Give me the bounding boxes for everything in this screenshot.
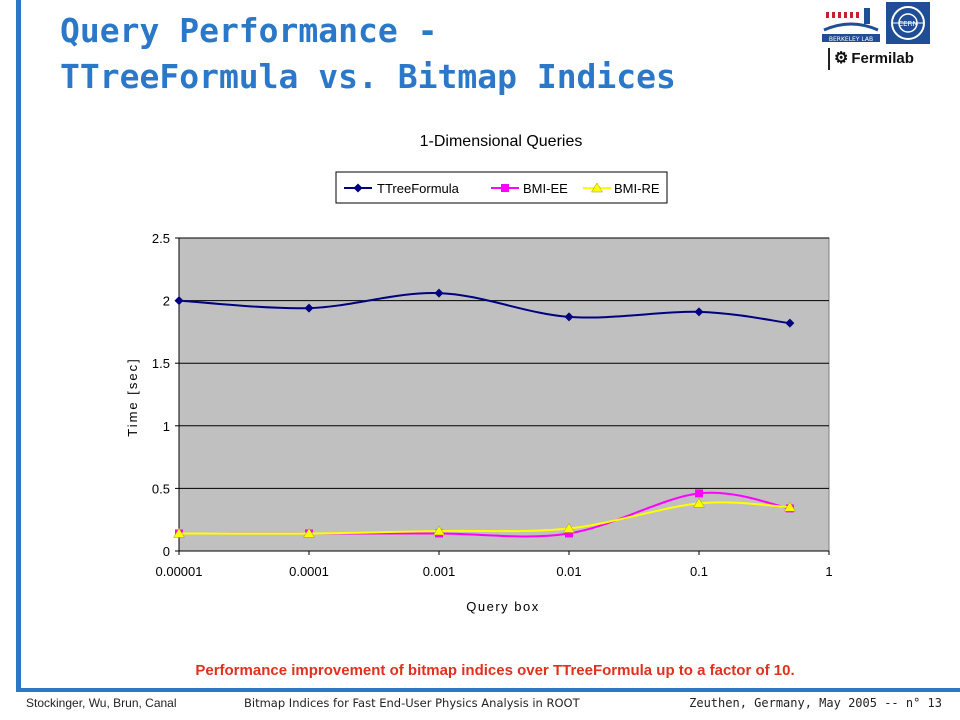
legend-marker-ttreeformula <box>353 183 363 193</box>
axes <box>175 237 830 555</box>
data-point-ttreeformula <box>434 288 444 298</box>
gridlines <box>179 237 829 489</box>
x-tick-label: 0.0001 <box>289 564 329 579</box>
tick-labels: 0 0.5 1 1.5 2 2.5 0.00001 0.0001 0.001 0.01 0.1 1 <box>152 231 833 579</box>
chart-title: 1-Dimensional Queries <box>420 133 583 150</box>
legend-marker-bmi-ee <box>501 184 509 192</box>
x-tick-label: 0.1 <box>690 564 708 579</box>
data-point-bmi-ee <box>695 489 703 498</box>
logo-group: BERKELEY LAB CERN ⚙ Fermilab <box>820 2 938 70</box>
data-point-bmi-re <box>173 527 185 538</box>
chart-legend: TTreeFormula BMI-EE BMI-RE <box>335 171 668 204</box>
data-point-bmi-re <box>563 522 575 533</box>
data-point-ttreeformula <box>174 296 184 306</box>
cern-logo: CERN <box>886 2 930 44</box>
cern-logo-text: CERN <box>898 20 917 28</box>
data-point-ttreeformula <box>304 303 314 313</box>
berkeley-lab-logo-text: BERKELEY LAB <box>829 36 873 43</box>
legend-label-bmi-ee: BMI-EE <box>523 181 568 196</box>
left-accent-bar <box>16 0 21 690</box>
data-point-bmi-re <box>433 525 445 536</box>
legend-label-ttreeformula: TTreeFormula <box>377 181 460 196</box>
x-axis-label: Query box <box>466 599 539 614</box>
plot-area <box>178 237 830 552</box>
y-tick-label: 0 <box>163 544 170 559</box>
fermilab-logo: ⚙ Fermilab <box>828 48 938 70</box>
query-time-chart: 1-Dimensional Queries TTreeFormula BMI-EE… <box>125 133 833 614</box>
y-tick-label: 1 <box>163 419 170 434</box>
berkeley-lab-logo: BERKELEY LAB <box>822 8 880 43</box>
data-point-ttreeformula <box>564 312 574 322</box>
data-point-ttreeformula <box>694 307 704 317</box>
slide-title-line-1: Query Performance - <box>60 11 438 50</box>
data-point-bmi-re <box>693 497 705 508</box>
fermilab-mark-icon: ⚙ <box>834 50 849 67</box>
x-tick-label: 0.001 <box>423 564 456 579</box>
slide-title-line-2: TTreeFormula vs. Bitmap Indices <box>60 57 676 96</box>
footer-divider <box>16 688 960 692</box>
series-ttreeformula <box>174 288 795 328</box>
footer-venue-page: Zeuthen, Germany, May 2005 -- n° 13 <box>689 696 942 710</box>
y-tick-label: 1.5 <box>152 356 170 371</box>
x-tick-label: 1 <box>825 564 832 579</box>
footer-talk-title: Bitmap Indices for Fast End-User Physics… <box>244 696 580 710</box>
y-axis-label: Time [sec] <box>125 357 140 436</box>
data-point-bmi-re <box>303 527 315 538</box>
data-series <box>173 288 796 538</box>
x-tick-label: 0.00001 <box>156 564 203 579</box>
data-point-bmi-ee <box>565 529 573 538</box>
data-point-bmi-re <box>783 501 796 512</box>
slide-title: Query Performance - TTreeFormula vs. Bit… <box>60 8 676 100</box>
legend-marker-bmi-re <box>591 182 603 193</box>
y-tick-label: 2.5 <box>152 231 170 246</box>
footer-authors: Stockinger, Wu, Brun, Canal <box>26 696 177 710</box>
series-bmi-re <box>173 497 796 538</box>
x-tick-label: 0.01 <box>556 564 581 579</box>
fermilab-logo-text: Fermilab <box>851 50 914 67</box>
slide-caption: Performance improvement of bitmap indice… <box>195 662 795 679</box>
legend-label-bmi-re: BMI-RE <box>614 181 660 196</box>
data-point-ttreeformula <box>785 318 795 328</box>
y-tick-label: 0.5 <box>152 481 170 496</box>
y-tick-label: 2 <box>163 294 170 309</box>
